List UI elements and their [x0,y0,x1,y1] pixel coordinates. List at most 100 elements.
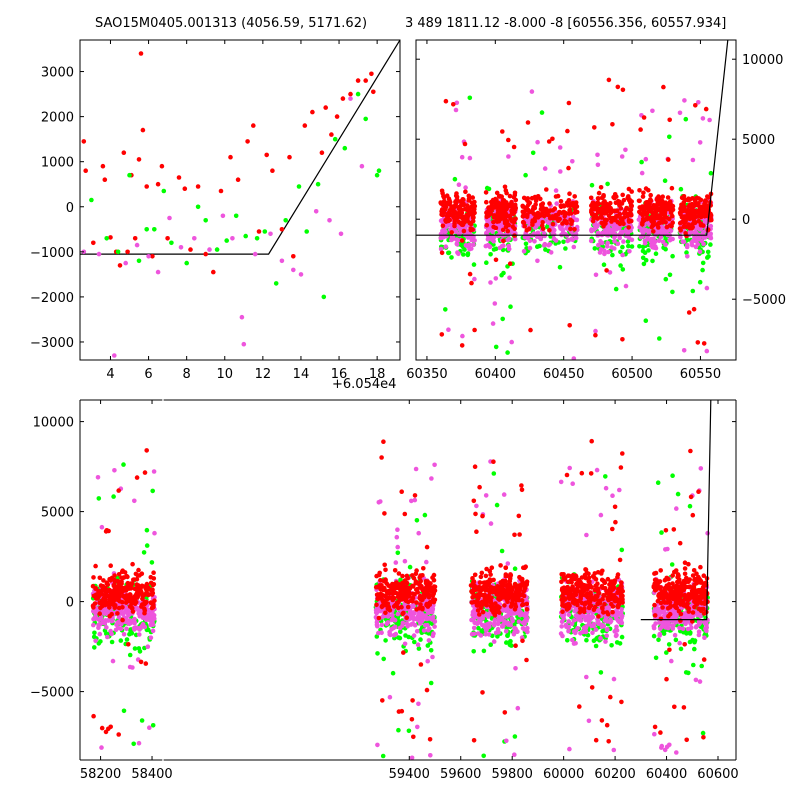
magenta-point [591,623,596,629]
green-point [214,247,220,252]
magenta-point [571,641,577,646]
magenta-point [427,616,433,621]
green-point [640,248,646,254]
red-point [138,659,144,665]
x-tick-label: 60350 [406,367,447,382]
magenta-point [412,497,418,503]
magenta-point [502,619,508,624]
y-tick-label: −2000 [30,291,74,306]
magenta-point [178,245,184,250]
green-point [184,260,189,266]
red-point [667,216,672,222]
red-point [472,207,477,212]
red-point [466,193,472,199]
red-point [159,163,165,169]
magenta-point [617,225,622,231]
green-point [418,637,423,642]
red-point [470,580,476,585]
green-point [396,727,401,733]
red-point [508,604,514,609]
magenta-point [696,100,701,105]
red-point [650,210,655,216]
red-point [488,572,493,577]
red-point [100,163,106,169]
magenta-point [507,275,512,281]
magenta-point [491,622,497,628]
left-panel-title: SAO15M0405.001313 (4056.59, 5171.62) [95,16,368,31]
red-point [390,597,396,603]
magenta-point [599,624,605,630]
axes-frame [79,39,401,361]
red-point [117,263,123,268]
red-point [599,206,605,211]
green-point [136,258,142,264]
green-point [96,496,102,501]
magenta-point [572,618,577,623]
red-point [97,611,102,616]
red-point [363,78,369,83]
red-point [415,586,420,592]
red-point [139,602,145,607]
red-point [310,109,315,115]
x-tick-label: 8 [183,367,191,382]
red-point [418,662,424,667]
green-point [465,251,471,256]
red-point [648,192,653,198]
magenta-point [136,610,142,615]
magenta-point [95,475,101,480]
magenta-point [387,629,392,635]
red-point [615,84,621,90]
red-point [414,600,419,605]
red-point [512,190,518,196]
red-point [459,238,465,243]
magenta-point [558,479,564,485]
red-point [530,207,536,212]
green-point [383,638,388,643]
magenta-point [678,234,683,240]
top-left-panel: 4 6 8 10 12 14 16 18−3000−2000−1000010002000300… [30,39,401,382]
magenta-point [459,154,465,160]
red-point [695,214,700,219]
green-point [203,218,208,223]
red-point [564,200,570,205]
red-point [490,197,496,203]
magenta-point [610,493,615,499]
red-point [644,212,649,217]
magenta-point [559,624,564,629]
green-point [443,307,448,312]
magenta-point [522,627,527,632]
red-point [100,588,105,593]
green-point [144,227,149,232]
red-point [614,208,619,213]
magenta-point [387,694,393,700]
red-point [654,203,659,209]
magenta-point [147,725,152,730]
green-point [118,638,124,643]
red-point [427,737,433,742]
magenta-point [639,170,645,176]
green-point [92,645,97,650]
red-point [485,209,491,215]
green-point [428,648,434,653]
red-point [572,194,577,199]
green-point [603,474,608,479]
magenta-point [490,321,496,326]
red-point [567,191,572,196]
red-point [629,199,634,204]
green-point [643,257,649,263]
magenta-point [487,244,493,250]
magenta-point [620,229,625,235]
red-point [567,323,572,328]
magenta-point [126,611,132,617]
red-point [608,694,613,700]
red-point [530,220,535,225]
red-point [83,168,88,173]
magenta-point [456,251,461,257]
red-point [235,177,241,182]
magenta-point [298,272,304,277]
green-point [89,197,94,203]
red-point [691,215,696,220]
magenta-point [607,270,613,275]
red-point [399,592,405,598]
red-point [540,220,545,225]
